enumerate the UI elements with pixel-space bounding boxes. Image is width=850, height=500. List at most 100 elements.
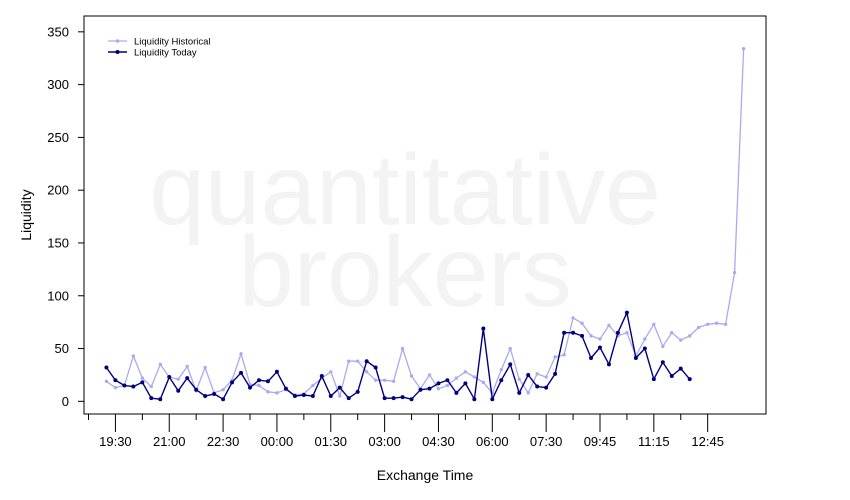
data-point-today	[140, 380, 145, 385]
data-point-historical	[104, 379, 109, 383]
data-point-today	[633, 356, 638, 361]
data-point-today	[364, 359, 369, 364]
x-tick-label: 07:30	[530, 434, 563, 449]
data-point-historical	[741, 47, 746, 51]
data-point-historical	[176, 377, 180, 381]
series-layer	[104, 47, 746, 402]
data-point-today	[615, 330, 620, 335]
data-point-today	[221, 397, 226, 402]
y-axis: 0 50 100 150 200 250 300 350	[47, 24, 84, 409]
data-point-today	[373, 365, 378, 370]
x-tick-label: 01:30	[315, 434, 348, 449]
y-tick-label: 300	[47, 77, 69, 92]
data-point-historical	[391, 379, 396, 383]
data-point-historical	[517, 377, 521, 381]
data-point-historical	[364, 370, 369, 374]
data-point-historical	[149, 384, 154, 389]
data-point-historical	[643, 337, 647, 341]
data-point-historical	[696, 325, 701, 330]
legend-entry-label: Liquidity Historical	[134, 37, 211, 48]
x-tick-label: 09:45	[584, 434, 617, 449]
data-point-today	[355, 389, 360, 394]
x-tick-label: 00:00	[261, 434, 294, 449]
y-tick-label: 100	[47, 288, 69, 303]
data-point-today	[248, 385, 253, 390]
data-point-historical	[203, 365, 207, 370]
data-point-today	[427, 386, 432, 391]
data-point-historical	[382, 378, 387, 382]
data-point-historical	[571, 316, 575, 320]
data-point-historical	[445, 383, 450, 388]
data-point-today	[687, 377, 692, 382]
legend-swatch-point	[115, 50, 120, 54]
data-point-today	[283, 386, 288, 391]
data-point-today	[158, 397, 163, 402]
data-point-historical	[472, 375, 477, 379]
data-point-today	[328, 394, 333, 399]
data-point-today	[553, 371, 558, 376]
data-point-historical	[454, 376, 459, 380]
data-point-historical	[732, 270, 737, 275]
data-point-historical	[355, 359, 360, 363]
data-point-today	[382, 396, 387, 401]
data-point-historical	[221, 388, 225, 392]
data-point-today	[597, 345, 602, 350]
data-point-today	[571, 330, 576, 335]
data-point-today	[606, 362, 611, 367]
legend-entry-label: Liquidity Today	[134, 48, 197, 59]
series-line-historical	[106, 48, 745, 397]
y-tick-label: 200	[47, 183, 69, 198]
data-point-today	[544, 385, 549, 390]
x-tick-label: 04:30	[422, 434, 455, 449]
data-point-historical	[463, 370, 468, 374]
data-point-historical	[131, 354, 136, 358]
data-point-historical	[508, 346, 512, 351]
data-point-today	[256, 378, 261, 383]
data-point-historical	[239, 352, 243, 356]
data-point-historical	[723, 322, 728, 326]
y-axis-title: Liquidity	[18, 189, 34, 240]
data-point-today	[508, 362, 513, 367]
data-point-historical	[661, 344, 665, 349]
data-point-today	[337, 385, 342, 390]
data-point-historical	[652, 322, 656, 326]
legend-swatch-point	[115, 39, 120, 43]
data-point-historical	[436, 386, 441, 391]
y-tick-label: 50	[55, 341, 69, 356]
data-point-today	[517, 390, 522, 395]
data-point-historical	[400, 346, 405, 351]
data-point-historical	[113, 385, 118, 390]
y-tick-label: 150	[47, 235, 69, 250]
data-point-historical	[607, 323, 611, 328]
data-point-today	[203, 394, 208, 399]
x-axis: 19:30 21:00 22:30 00:00 01:30 03:00 04:30 06:00…	[87, 414, 724, 449]
data-point-today	[149, 396, 154, 401]
data-point-historical	[670, 331, 674, 335]
x-tick-label: 11:15	[638, 434, 670, 449]
data-point-today	[490, 397, 495, 402]
data-point-today	[122, 383, 127, 388]
data-point-today	[642, 346, 647, 351]
data-point-historical	[311, 383, 315, 388]
data-point-historical	[140, 376, 145, 380]
x-tick-label: 21:00	[153, 434, 186, 449]
data-point-today	[454, 390, 459, 395]
data-point-today	[131, 384, 136, 389]
data-point-today	[176, 388, 181, 393]
data-point-historical	[373, 378, 378, 382]
data-point-today	[274, 369, 279, 374]
y-tick-label: 0	[62, 394, 69, 409]
x-tick-label: 19:30	[99, 434, 132, 449]
data-point-today	[194, 387, 199, 392]
x-tick-label: 12:45	[691, 434, 724, 449]
data-point-today	[400, 395, 405, 400]
data-point-historical	[275, 391, 279, 395]
data-point-historical	[705, 322, 710, 326]
watermark-line-1: quantitative	[149, 134, 660, 246]
data-point-today	[499, 378, 504, 383]
data-point-historical	[580, 321, 584, 325]
watermark: quantitative brokers	[149, 134, 660, 328]
x-tick-label: 03:00	[368, 434, 401, 449]
